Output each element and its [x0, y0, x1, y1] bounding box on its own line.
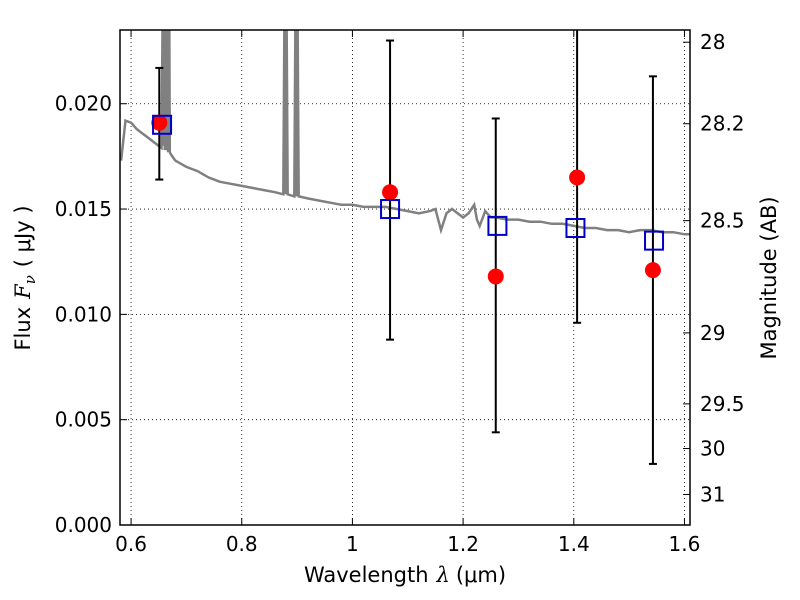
- x-tick-label: 0.6: [115, 532, 147, 556]
- y-tick-label: 0.015: [55, 197, 112, 221]
- right-tick-label: 28.2: [700, 112, 745, 136]
- y-tick-label: 0.010: [55, 302, 112, 326]
- plot-background: [120, 30, 690, 525]
- model-point: [487, 215, 508, 236]
- observed-point: [487, 268, 504, 285]
- model-points-layer: [152, 114, 665, 251]
- y-axis-label: Flux Fν ( μJy ): [11, 205, 39, 350]
- observed-point: [644, 262, 661, 279]
- model-point: [565, 218, 586, 238]
- observed-points-layer: [151, 114, 661, 285]
- x-tick-label: 1.6: [669, 532, 701, 556]
- y-axis-label-symbol: F: [11, 283, 35, 300]
- right-axis-label: Magnitude (AB): [757, 196, 781, 359]
- y-axis-label-unit: ( μJy ): [11, 205, 35, 267]
- x-tick-label: 1: [346, 532, 359, 556]
- plot-frame: [119, 29, 691, 526]
- model-point: [380, 199, 401, 220]
- right-tick-label: 28: [700, 30, 725, 54]
- axis-ticks: [120, 30, 690, 526]
- x-tick-label: 1.4: [558, 532, 590, 556]
- right-tick-label: 29: [700, 321, 725, 345]
- model-point: [152, 114, 173, 135]
- observed-point: [382, 184, 399, 201]
- observed-point: [151, 114, 168, 131]
- right-tick-label: 30: [700, 437, 725, 461]
- y-tick-label: 0.020: [55, 92, 112, 116]
- observed-point: [569, 169, 586, 186]
- x-axis-label: Wavelength λ (μm): [304, 563, 506, 587]
- model-point: [644, 230, 665, 251]
- y-tick-label: 0.000: [55, 513, 112, 537]
- y-axis-label-subscript: ν: [21, 275, 39, 284]
- tick-labels: 0.6 0.8 1 1.2 1.4 1.6 0.000 0.005 0.010 0.015 0.02…: [55, 30, 745, 556]
- x-axis-label-text: Wavelength: [304, 563, 429, 587]
- x-tick-label: 0.8: [226, 532, 258, 556]
- right-tick-label: 29.5: [700, 392, 745, 416]
- spectrum-line: [120, 30, 690, 236]
- x-axis-label-unit: (μm): [456, 563, 506, 587]
- x-axis-label-symbol: λ: [436, 563, 450, 587]
- y-tick-label: 0.005: [55, 408, 112, 432]
- right-tick-label: 28.5: [700, 209, 745, 233]
- y-axis-label-text: Flux: [11, 307, 35, 351]
- right-tick-label: 31: [700, 482, 725, 506]
- x-tick-label: 1.2: [447, 532, 479, 556]
- spectrum-layer: [120, 30, 690, 236]
